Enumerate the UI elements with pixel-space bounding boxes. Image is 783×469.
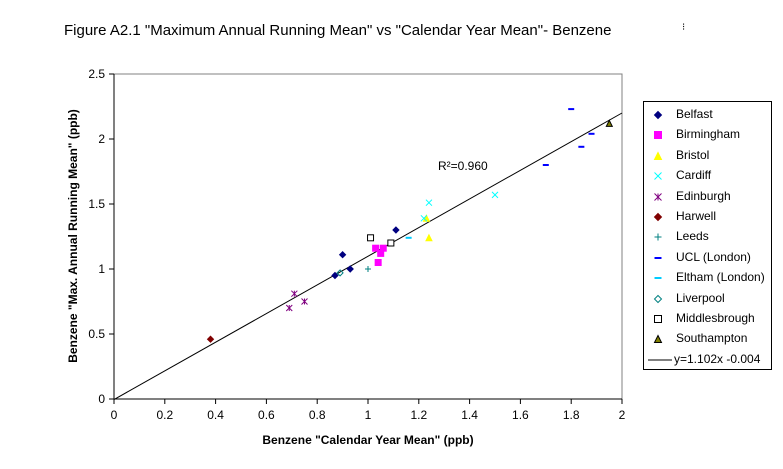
y-tick-label: 0.5: [88, 327, 105, 341]
x-tick-label: 0.8: [309, 408, 326, 422]
r-squared-annotation: R²=0.960: [438, 159, 488, 173]
data-point: [365, 266, 371, 272]
data-point: [425, 233, 433, 242]
x-tick-label: 0.6: [258, 408, 275, 422]
title-mark: ⁝: [682, 22, 686, 33]
legend-item: y=1.102x -0.004: [644, 350, 771, 370]
legend-marker: [653, 151, 663, 160]
legend-item: Leeds: [644, 227, 771, 247]
legend-marker-icon: [654, 131, 662, 140]
data-point: [392, 226, 400, 234]
legend-item: Cardiff: [644, 166, 771, 186]
x-tick-label: 1.4: [461, 408, 478, 422]
data-point: [387, 239, 395, 247]
data-point: [374, 259, 382, 266]
legend-marker-icon: [654, 233, 662, 241]
trendline-layer: [113, 112, 623, 400]
data-point: [290, 290, 298, 298]
data-point: [379, 244, 387, 252]
y-tick-label: 2.5: [88, 67, 105, 81]
legend-marker-icon: [653, 110, 663, 120]
legend-item: Edinburgh: [644, 187, 771, 207]
legend-marker: [654, 131, 662, 140]
ticks-layer: 0 0.2 0.4 0.6 0.8 1 1.2 1.4 1.6 1.8 2 0 0.5 1 1.5 2 2.5: [88, 67, 625, 422]
data-point: [206, 335, 215, 343]
data-point: [331, 271, 339, 280]
legend-label: Leeds: [676, 229, 709, 244]
legend: Belfast Birmingham Bristol Cardiff Edinburgh…: [643, 101, 772, 370]
legend-label: Birmingham: [676, 127, 741, 142]
y-tick-label: 1: [98, 262, 105, 276]
y-tick-label: 2: [98, 132, 105, 146]
x-axis-label: Benzene "Calendar Year Mean" (ppb): [262, 433, 473, 447]
legend-marker-icon: [653, 294, 663, 303]
x-tick-label: 2: [619, 408, 626, 422]
legend-marker-icon: [654, 256, 662, 259]
legend-marker-icon: [654, 315, 662, 323]
legend-item: Belfast: [644, 105, 771, 125]
points-layer: [206, 108, 614, 343]
legend-marker-icon: [653, 151, 663, 160]
legend-item: UCL (London): [644, 248, 771, 268]
data-point: [338, 250, 347, 259]
x-tick-label: 1.2: [410, 408, 427, 422]
data-point: [367, 234, 375, 242]
legend-marker-icon: [653, 334, 663, 344]
legend-marker: [654, 172, 662, 181]
data-point: [425, 199, 433, 207]
legend-label: Eltham (London): [676, 270, 765, 285]
x-tick-label: 1.6: [512, 408, 529, 422]
legend-label: Liverpool: [676, 290, 725, 305]
x-tick-label: 1: [365, 408, 372, 422]
legend-item: Eltham (London): [644, 268, 771, 288]
legend-marker-icon: [654, 172, 662, 181]
y-tick-label: 1.5: [88, 197, 105, 211]
x-tick-label: 0.4: [207, 408, 224, 422]
legend-label: Middlesbrough: [676, 311, 755, 325]
y-tick-label: 0: [98, 392, 105, 406]
legend-item: Harwell: [644, 207, 771, 227]
legend-marker: [653, 110, 663, 120]
legend-marker-icon: [654, 277, 662, 280]
legend-marker: [653, 294, 663, 303]
data-point: [605, 119, 614, 127]
legend-item: Birmingham: [644, 125, 771, 145]
legend-item: Southampton: [644, 329, 771, 349]
legend-label: y=1.102x -0.004: [674, 351, 761, 366]
legend-marker: [654, 233, 662, 241]
legend-label: Edinburgh: [676, 188, 731, 203]
data-point: [491, 191, 499, 199]
legend-label: Belfast: [676, 107, 713, 121]
legend-label: Harwell: [676, 209, 717, 223]
legend-marker-icon: [653, 212, 663, 222]
legend-item: Bristol: [644, 146, 771, 166]
x-tick-label: 1.8: [563, 408, 580, 422]
legend-label: Bristol: [676, 147, 710, 162]
legend-marker: [653, 212, 663, 222]
trendline: [113, 112, 623, 400]
legend-item: Liverpool: [644, 289, 771, 309]
legend-label: UCL (London): [676, 249, 751, 264]
legend-label: Southampton: [676, 331, 748, 346]
data-point: [372, 244, 380, 252]
data-point: [285, 304, 293, 312]
y-axis-label: Benzene "Max. Annual Running Mean" (ppb): [66, 109, 80, 363]
legend-item: Middlesbrough: [644, 309, 771, 329]
data-point: [346, 265, 354, 273]
chart-title: Figure A2.1 "Maximum Annual Running Mean…: [64, 22, 612, 39]
legend-label: Cardiff: [676, 168, 712, 183]
legend-marker: [654, 192, 662, 201]
data-point: [336, 269, 344, 277]
x-tick-label: 0: [111, 408, 118, 422]
data-point: [420, 214, 428, 222]
x-tick-label: 0.2: [156, 408, 173, 422]
legend-marker-icon: [648, 359, 672, 361]
legend-marker-icon: [654, 192, 662, 201]
legend-marker: [653, 334, 663, 344]
legend-marker: [654, 315, 662, 323]
data-point: [301, 298, 308, 305]
